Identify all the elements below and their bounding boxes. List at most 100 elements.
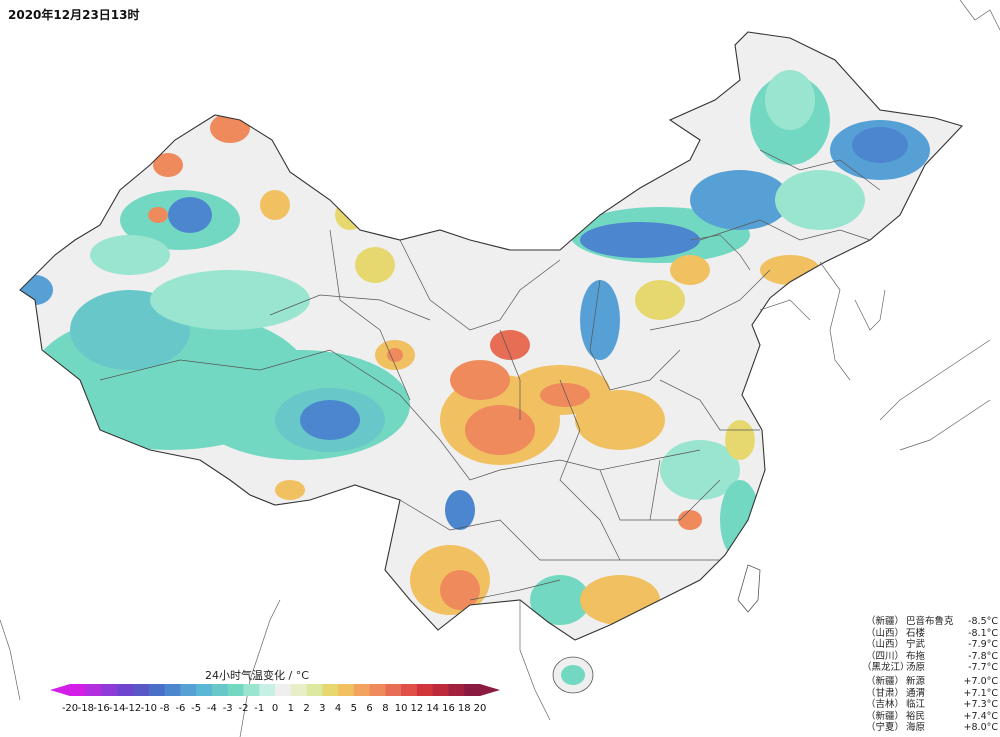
station-value: +8.0°C [963,722,998,734]
legend-tick-labels: -20 -18 -16 -14 -12 -10 -8 -6 -5 -4 -3 -2 -1 0 1 2 3 4 5 6 8… [0,703,1000,717]
warmest-stations-list: （新疆） 新源 +7.0°C （甘肃） 通渭 +7.1°C （吉林） 临江 +7.3°C （新疆）… [862,676,998,734]
station-value: -7.9°C [968,639,998,651]
legend-swatch [353,684,371,696]
legend-tick-label: -14 [109,703,126,714]
station-name: 海原 [906,722,926,734]
legend-swatch [133,684,150,696]
station-province: （吉林） [865,699,904,711]
station-row: （甘肃） 通渭 +7.1°C [862,688,998,700]
station-value: +7.3°C [963,699,998,711]
legend-swatch [101,684,118,696]
legend-tick-label: -18 [77,703,94,714]
station-row: （新疆） 巴音布鲁克 -8.5°C [862,616,998,628]
station-province: （黑龙江） [862,662,910,674]
station-province: （山西） [865,639,904,651]
coldest-stations-list: （新疆） 巴音布鲁克 -8.5°C （山西） 石楼 -8.1°C （山西） 宁武 -7.9°C （… [862,616,998,674]
station-province: （宁夏） [865,722,904,734]
station-name: 宁武 [906,639,926,651]
province-boundaries [99,149,881,601]
legend-tick-label: -4 [206,703,217,714]
station-name: 临江 [906,699,926,711]
station-row: （四川） 布拖 -7.8°C [862,651,998,663]
legend-tick-label: -1 [254,703,265,714]
legend-tick-label: 8 [382,703,389,714]
legend-swatch [322,684,339,696]
legend-tick-label: 0 [271,703,279,714]
legend-tick-label: 10 [394,703,408,714]
legend-tick-label: 2 [303,703,310,714]
legend-swatch [117,684,134,696]
legend-swatch [464,684,481,696]
station-name: 布拖 [906,650,926,662]
legend-tick-label: 5 [350,703,358,714]
station-value: -8.1°C [968,627,998,639]
station-name: 新源 [906,676,926,687]
station-row: （吉林） 临江 +7.3°C [862,699,998,711]
station-value: -8.5°C [968,616,998,627]
legend-arrow-low [50,684,70,696]
station-row: （山西） 石楼 -8.1°C [862,628,998,640]
station-row: （宁夏） 海原 +8.0°C [862,722,998,734]
legend-tick-label: 16 [442,703,455,714]
map-timestamp: 2020年12月23日13时 [8,8,140,22]
legend-tick-label: -20 [61,703,79,714]
station-name: 巴音布鲁克 [906,616,954,627]
station-province: （新疆） [865,710,904,722]
station-province: （四川） [865,650,904,662]
taiwan-island [737,564,761,613]
station-value: -7.7°C [968,662,998,674]
legend-swatch [432,684,449,696]
legend-swatch [164,684,181,696]
legend-tick-label: -8 [159,703,170,714]
legend-swatch [385,684,402,696]
station-row: （新疆） 新源 +7.0°C [862,676,998,688]
legend-swatch [338,684,355,696]
legend-swatch [259,684,276,696]
station-name: 汤原 [906,662,926,674]
station-province: （山西） [865,627,904,639]
legend-swatch [196,684,213,696]
station-name: 石楼 [906,627,926,639]
legend-tick-label: 18 [457,703,471,714]
legend-swatch [227,684,244,696]
legend-swatch [275,684,292,696]
temperature-field [20,70,930,625]
legend-swatch [148,684,166,696]
legend-tick-label: -10 [140,703,158,714]
legend-swatch [70,684,87,696]
station-value: +7.1°C [963,687,998,699]
station-name: 裕民 [906,710,926,722]
legend-tick-label: 4 [334,703,342,714]
station-value: +7.0°C [963,676,998,687]
legend-tick-label: -16 [93,703,110,714]
legend-swatch [306,684,323,696]
legend-swatch [401,684,418,696]
legend-swatch [211,684,229,696]
legend-tick-label: -5 [191,703,202,714]
station-row: （新疆） 裕民 +7.4°C [862,711,998,723]
legend-tick-label: 14 [426,703,440,714]
legend-tick-label: -12 [124,703,142,714]
legend-tick-label: 6 [366,703,373,714]
legend-tick-label: 20 [473,703,487,714]
legend-swatch [448,684,465,696]
legend-tick-label: 3 [319,703,326,714]
legend-tick-label: -2 [238,703,249,714]
legend-swatch [85,684,103,696]
station-name: 通渭 [906,687,926,699]
station-row: （山西） 宁武 -7.9°C [862,639,998,651]
legend-swatch [369,684,386,696]
legend-title: 24小时气温变化 / °C [205,669,309,682]
legend-tick-label: 12 [410,703,424,714]
legend-tick-label: 1 [287,703,294,714]
station-value: +7.4°C [963,710,998,722]
legend-swatch [290,684,308,696]
station-province: （新疆） [865,676,904,687]
legend-arrow-high [480,684,500,696]
station-province: （新疆） [865,616,904,627]
legend-swatch [180,684,197,696]
station-row: （黑龙江） 汤原 -7.7°C [862,662,998,674]
station-value: -7.8°C [968,650,998,662]
